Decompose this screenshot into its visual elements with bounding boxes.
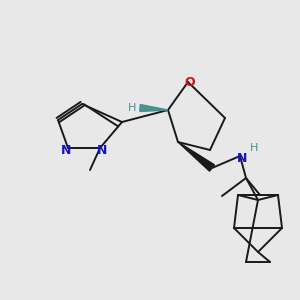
Text: N: N: [61, 145, 71, 158]
Text: N: N: [97, 145, 107, 158]
Text: N: N: [237, 152, 247, 164]
Polygon shape: [178, 142, 214, 171]
Text: O: O: [185, 76, 195, 88]
Text: H: H: [250, 143, 258, 153]
Polygon shape: [140, 104, 168, 112]
Text: H: H: [128, 103, 136, 113]
